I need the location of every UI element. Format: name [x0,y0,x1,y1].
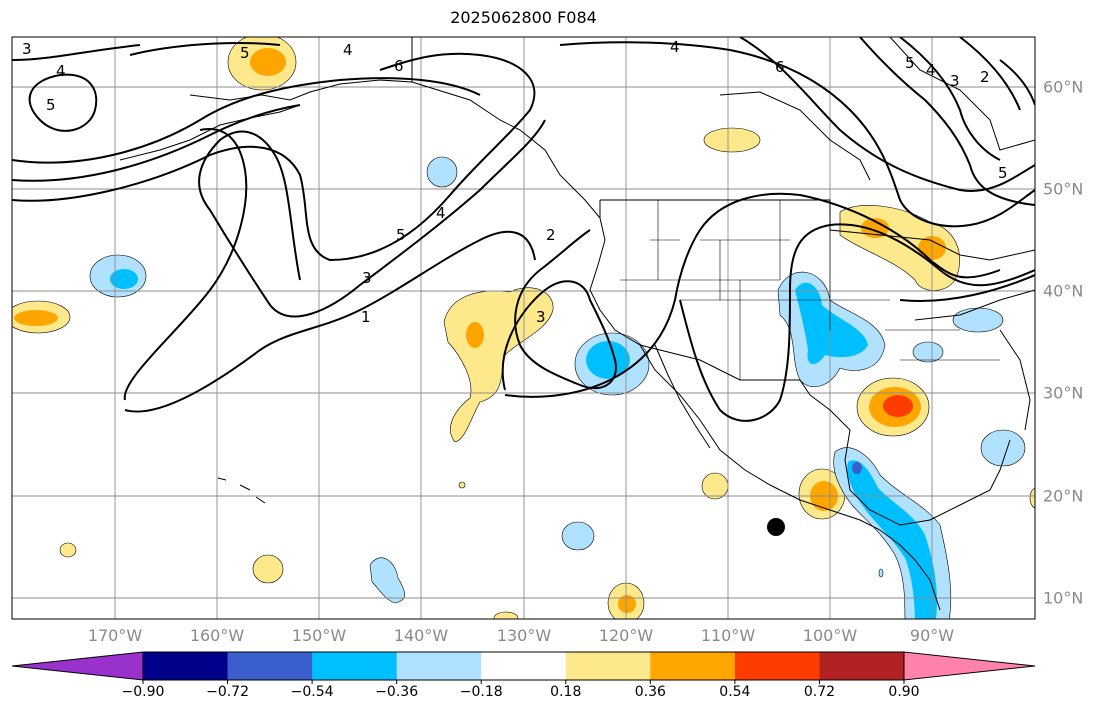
lon-label: 120°W [598,626,654,645]
contour-label: 4 [926,61,936,79]
contour-label: 5 [240,44,250,62]
lat-label: 60°N [1043,77,1084,97]
lat-label: 20°N [1043,486,1084,506]
lon-label: 130°W [496,626,552,645]
contour-label: 2 [546,226,556,244]
colorbar-tick-label: 0.36 [634,684,666,700]
colorbar-tick-label: 0.90 [888,684,920,700]
state-borders [620,200,1000,380]
contour-labels: 3 4 5 5 4 6 4 6 5 4 3 2 5 4 5 3 1 2 3 [22,38,1008,326]
height-contours [12,37,1035,422]
colorbar-tick-label: 0.72 [803,684,836,700]
contour-label: 5 [998,164,1008,182]
contour-label: 3 [22,40,32,58]
contour-label: 4 [670,38,680,56]
contour-label: 6 [394,57,404,75]
contour-label: 5 [905,54,915,72]
contour-label: 4 [56,62,66,80]
colorbar-tick-label: −0.36 [375,684,419,700]
lon-label: 90°W [909,626,955,645]
colorbar-tick-label: −0.90 [121,684,165,700]
contour-label: 1 [361,308,371,326]
anomaly-shading [12,37,1035,619]
lat-label: 10°N [1043,588,1084,608]
location-marker [767,518,785,536]
lat-label: 40°N [1043,281,1084,301]
contour-label: 5 [46,96,56,114]
contour-label: 3 [950,72,960,90]
lon-label: 100°W [802,626,858,645]
lat-label: 30°N [1043,383,1084,403]
colorbar-tick-label: −0.72 [206,684,249,700]
lon-label: 150°W [291,626,347,645]
contour-label: 6 [775,58,785,76]
lon-label: 160°W [189,626,245,645]
contour-label: 3 [362,269,372,287]
colorbar-tick-label: 0.18 [550,684,582,700]
colorbar-tick-label: −0.54 [290,684,334,700]
contour-label: 2 [980,68,990,86]
lat-label: 50°N [1043,179,1084,199]
contour-label: 4 [436,204,446,222]
contour-label: 5 [396,226,406,244]
colorbar-tick-label: −0.18 [459,684,503,700]
lon-label: 140°W [393,626,449,645]
lon-label: 110°W [700,626,756,645]
map-title: 2025062800 F084 [450,8,597,27]
contour-label: 4 [343,41,353,59]
colorbar-tick-label: 0.54 [719,684,751,700]
contour-label: 3 [536,308,546,326]
lon-label: 170°W [87,626,143,645]
